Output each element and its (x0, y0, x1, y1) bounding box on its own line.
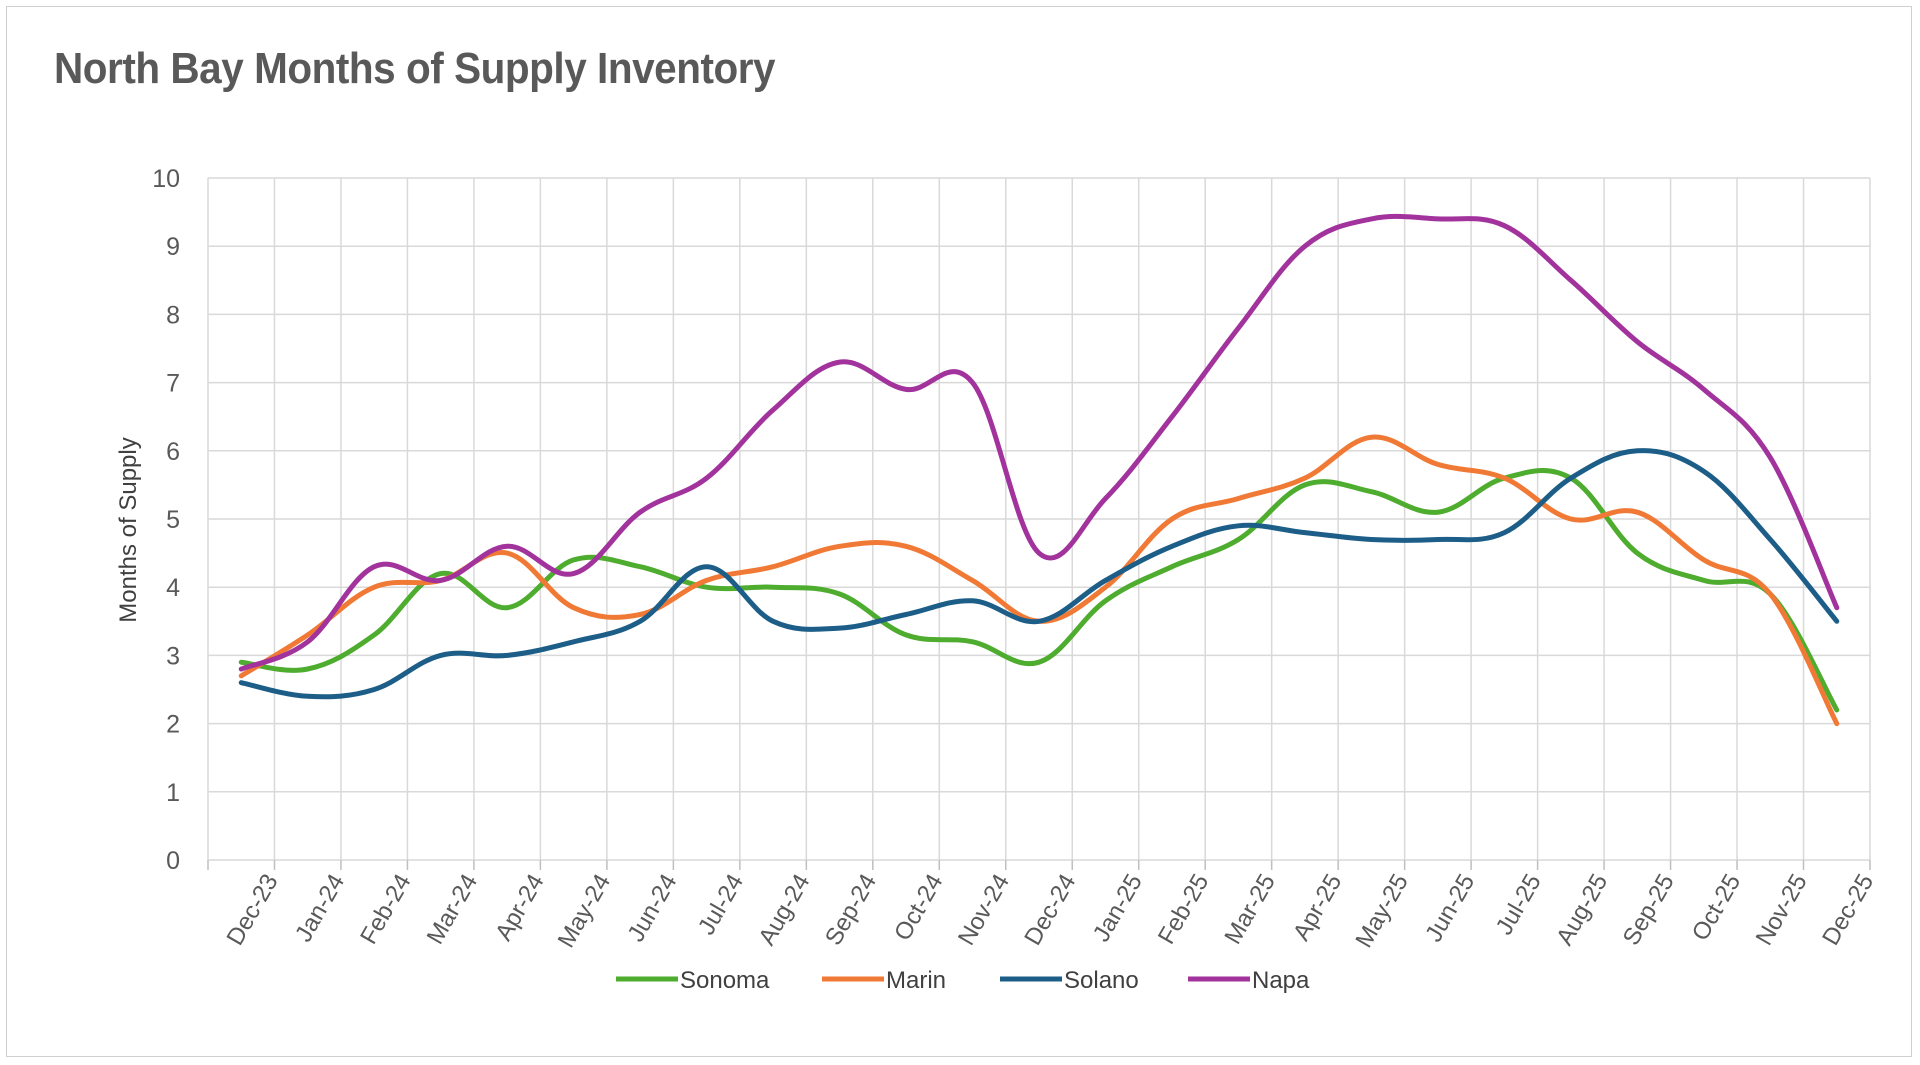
x-tick-label: May-24 (553, 870, 616, 953)
chart-title: North Bay Months of Supply Inventory (54, 44, 776, 93)
x-tick-label: Aug-25 (1551, 870, 1613, 951)
x-tick-label: Feb-24 (355, 870, 416, 949)
x-tick-label: Sep-24 (820, 870, 882, 951)
x-tick-label: Dec-24 (1019, 870, 1081, 951)
x-tick-label: Oct-24 (889, 870, 948, 946)
y-axis-label: Months of Supply (115, 437, 142, 622)
y-tick-label: 2 (166, 711, 180, 739)
y-tick-label: 10 (152, 165, 180, 193)
x-tick-label: May-25 (1350, 870, 1413, 953)
y-tick-label: 9 (166, 233, 180, 261)
y-tick-label: 7 (166, 370, 180, 398)
y-tick-label: 6 (166, 438, 180, 466)
x-tick-label: Nov-24 (953, 870, 1015, 951)
x-tick-label: Sep-25 (1618, 870, 1680, 951)
y-tick-label: 8 (166, 301, 180, 329)
legend: Sonoma Marin Solano Napa (616, 967, 1310, 994)
y-tick-label: 1 (166, 779, 180, 807)
x-tick-label: Apr-24 (490, 870, 549, 946)
chart-frame (6, 6, 1912, 1057)
y-axis-ticks: 0 1 2 3 4 5 6 7 8 9 10 (152, 165, 180, 875)
x-tick-label: Apr-25 (1288, 870, 1347, 946)
series-line-solano (238, 448, 1840, 700)
legend-label-solano: Solano (1064, 967, 1139, 994)
y-tick-label: 3 (166, 642, 180, 670)
x-axis-ticks: Dec-23 Jan-24 Feb-24 Mar-24 Apr-24 May-24 Jun-… (222, 870, 1880, 953)
x-tick-label: Mar-25 (1219, 870, 1280, 949)
x-tick-label: Jul-25 (1491, 870, 1547, 940)
x-tick-label: Aug-24 (753, 870, 815, 951)
y-tick-label: 5 (166, 506, 180, 534)
x-tick-label: Jan-25 (1088, 870, 1148, 947)
x-tick-label: Jul-24 (693, 870, 749, 940)
x-tick-label: Jan-24 (290, 870, 350, 947)
x-tick-label: Jun-25 (1420, 870, 1480, 947)
x-tick-label: Mar-24 (422, 870, 483, 949)
legend-label-sonoma: Sonoma (680, 967, 770, 994)
x-tick-label: Dec-23 (222, 870, 284, 951)
x-tick-label: Dec-25 (1817, 870, 1879, 951)
series-line-napa (238, 213, 1840, 672)
y-tick-label: 4 (166, 574, 180, 602)
series-line-marin (238, 434, 1840, 727)
x-tick-label: Feb-25 (1153, 870, 1214, 949)
y-tick-label: 0 (166, 847, 180, 875)
legend-label-napa: Napa (1252, 967, 1310, 994)
series-lines (238, 213, 1840, 727)
grid (207, 177, 1871, 870)
series-line-sonoma (238, 468, 1840, 713)
x-tick-label: Oct-25 (1687, 870, 1746, 946)
x-tick-label: Nov-25 (1751, 870, 1813, 951)
x-tick-label: Jun-24 (622, 870, 682, 947)
legend-label-marin: Marin (886, 967, 946, 994)
